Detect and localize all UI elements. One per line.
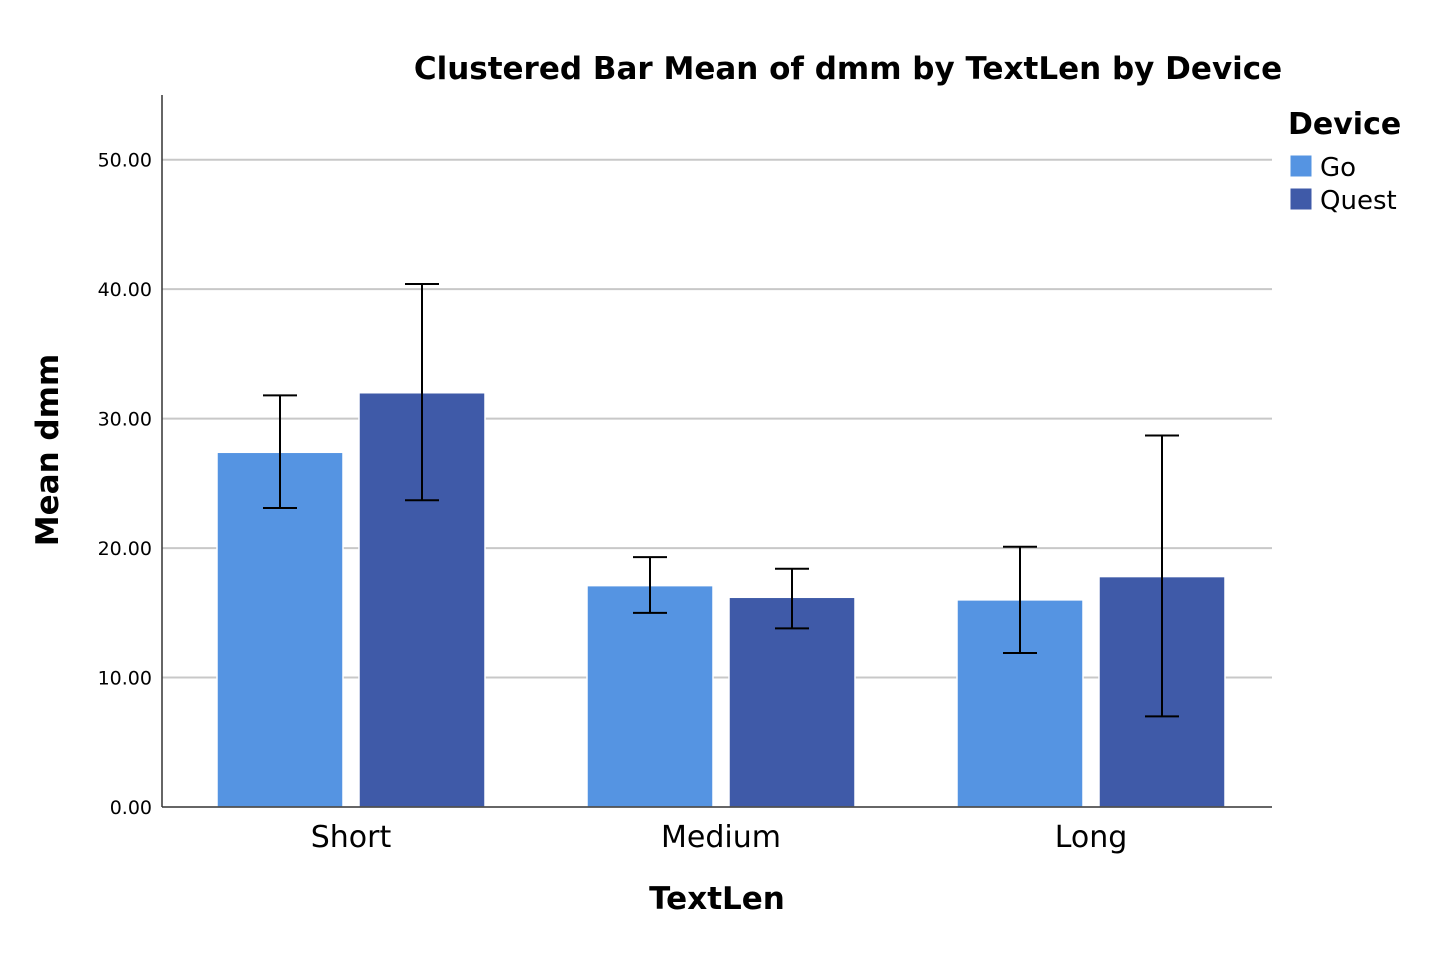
legend-label-quest: Quest xyxy=(1320,186,1397,216)
x-tick-label: Short xyxy=(311,820,392,855)
error-bar xyxy=(263,394,297,509)
y-tick-label: 40.00 xyxy=(98,279,152,301)
x-tick-label: Medium xyxy=(661,820,781,855)
bar-go-medium xyxy=(586,584,714,808)
error-bar xyxy=(1145,434,1179,718)
error-bar xyxy=(405,283,439,502)
error-bar xyxy=(1003,545,1037,654)
error-bars xyxy=(263,283,1179,718)
y-tick-labels: 0.00 10.00 20.00 30.00 40.00 50.00 xyxy=(98,150,152,819)
x-tick-label: Long xyxy=(1055,820,1128,855)
legend-swatch-quest xyxy=(1289,187,1313,211)
axes xyxy=(161,95,1272,808)
y-tick-label: 20.00 xyxy=(98,538,152,560)
legend-title: Device xyxy=(1288,107,1401,142)
y-axis-title: Mean dmm xyxy=(30,354,66,546)
legend-swatch-go xyxy=(1289,154,1313,178)
error-bar xyxy=(775,567,809,630)
x-axis-title: TextLen xyxy=(649,881,785,917)
legend-label-go: Go xyxy=(1320,153,1356,183)
y-tick-label: 10.00 xyxy=(98,668,152,690)
y-tick-label: 50.00 xyxy=(98,150,152,172)
gridlines xyxy=(162,158,1272,679)
bar-go-short xyxy=(216,451,344,808)
bars xyxy=(216,391,1226,808)
x-tick-labels: Short Medium Long xyxy=(311,820,1128,855)
chart-title: Clustered Bar Mean of dmm by TextLen by … xyxy=(414,51,1282,87)
error-bar xyxy=(633,556,667,614)
y-tick-label: 0.00 xyxy=(110,797,152,819)
y-tick-label: 30.00 xyxy=(98,409,152,431)
